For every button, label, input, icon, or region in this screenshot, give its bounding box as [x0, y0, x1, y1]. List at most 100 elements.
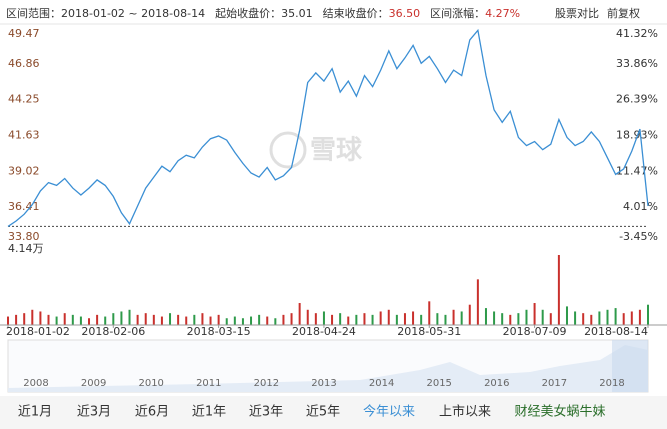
y2-tick-label: 26.39%: [616, 93, 658, 106]
volume-bar: [55, 316, 58, 325]
y2-tick-label: -3.45%: [619, 230, 658, 243]
range-tab[interactable]: 今年以来: [363, 404, 415, 420]
volume-bar: [493, 311, 496, 325]
watermark-logo: [269, 131, 307, 169]
volume-bar: [290, 313, 293, 325]
volume-bar: [47, 314, 50, 325]
volume-bar: [282, 314, 285, 325]
volume-bar: [598, 311, 601, 325]
volume-bar: [217, 314, 220, 325]
y-tick-label: 49.47: [8, 27, 40, 40]
range-tab[interactable]: 上市以来: [439, 404, 491, 420]
volume-bar: [638, 309, 641, 325]
watermark-text: 雪球: [310, 136, 363, 166]
volume-bar: [233, 316, 236, 325]
range-tab[interactable]: 近5年: [306, 405, 340, 420]
navigator-year: 2010: [138, 378, 163, 389]
y-tick-label: 44.25: [8, 93, 40, 106]
volume-bar: [266, 316, 269, 325]
y2-tick-label: 4.01%: [623, 200, 658, 213]
volume-bar: [355, 314, 358, 325]
y-tick-label: 33.80: [8, 230, 40, 243]
volume-bar: [120, 311, 123, 325]
x-tick-label: 2018-08-14: [584, 325, 648, 338]
volume-bar: [298, 303, 301, 325]
volume-bar: [71, 314, 74, 325]
x-tick-label: 2018-03-15: [187, 325, 251, 338]
volume-bar: [193, 314, 196, 325]
volume-bar: [379, 311, 382, 325]
volume-bar: [63, 313, 66, 325]
volume-bar: [128, 309, 131, 325]
navigator-year: 2015: [426, 378, 451, 389]
volume-bar: [574, 311, 577, 325]
compare-button[interactable]: 股票对比: [555, 6, 599, 20]
volume-bar: [590, 314, 593, 325]
volume-bar: [79, 316, 82, 325]
volume-bar: [169, 313, 172, 325]
x-tick-label: 2018-05-31: [397, 325, 461, 338]
volume-bar: [525, 309, 528, 325]
volume-bar: [331, 314, 334, 325]
volume-bar: [209, 316, 212, 325]
volume-bar: [460, 311, 463, 325]
footer-watermark: 财经美女蜗牛妹: [514, 404, 605, 420]
volume-bar: [39, 311, 42, 325]
range-tab[interactable]: 近3年: [249, 405, 283, 420]
volume-bar: [428, 301, 431, 325]
volume-bar: [185, 316, 188, 325]
y-tick-label: 46.86: [8, 57, 40, 70]
volume-bar: [23, 313, 26, 325]
navigator-year: 2008: [23, 378, 48, 389]
volume-bar: [630, 311, 633, 325]
navigator-year: 2011: [196, 378, 221, 389]
y-tick-label: 41.63: [8, 129, 40, 142]
y2-tick-label: 33.86%: [616, 57, 658, 70]
start-close: 35.01: [281, 7, 313, 20]
navigator-year: 2016: [484, 378, 509, 389]
range-tab[interactable]: 近1年: [192, 405, 226, 420]
navigator-selection[interactable]: [612, 340, 648, 392]
volume-bar: [136, 314, 139, 325]
volume-bar: [509, 314, 512, 325]
volume-bar: [177, 314, 180, 325]
volume-bar: [549, 313, 552, 325]
change-label: 区间涨幅：: [430, 7, 485, 20]
volume-bar: [112, 313, 115, 325]
volume-bar: [258, 314, 261, 325]
volume-bar: [622, 313, 625, 325]
x-tick-label: 2018-07-09: [503, 325, 567, 338]
header-info: 区间范围：2018-01-02 ~ 2018-08-14 起始收盘价：35.01 结…: [6, 6, 520, 20]
navigator-year: 2013: [311, 378, 336, 389]
volume-bar: [565, 306, 568, 325]
y2-tick-label: 11.47%: [616, 164, 658, 177]
range: 2018-01-02 ~ 2018-08-14: [61, 7, 205, 20]
range-tab[interactable]: 近1月: [18, 405, 52, 420]
x-tick-label: 2018-01-02: [6, 325, 70, 338]
volume-bar: [88, 318, 91, 325]
volume-bar: [347, 316, 350, 325]
navigator-year: 2018: [599, 378, 624, 389]
volume-bar: [403, 313, 406, 325]
x-tick-label: 2018-02-06: [81, 325, 145, 338]
end-close: 36.50: [389, 7, 421, 20]
volume-bar: [387, 309, 390, 325]
volume-bar: [152, 314, 155, 325]
volume-bar: [420, 314, 423, 325]
range-tab[interactable]: 近6月: [135, 405, 169, 420]
volume-tick-label: 4.14万: [8, 242, 44, 255]
volume-bar: [614, 308, 617, 325]
volume-bar: [7, 316, 9, 325]
volume-bar: [557, 255, 560, 325]
adjust-button[interactable]: 前复权: [607, 6, 640, 20]
range-tab[interactable]: 近3月: [77, 405, 111, 420]
navigator-year: 2017: [542, 378, 567, 389]
watermark: 雪球: [269, 131, 363, 169]
volume-bar: [306, 309, 309, 325]
volume-bar: [606, 309, 609, 325]
volume-bar: [468, 304, 471, 325]
volume-bar: [250, 316, 253, 325]
price-line: [7, 28, 649, 227]
y2-tick-label: 41.32%: [616, 27, 658, 40]
